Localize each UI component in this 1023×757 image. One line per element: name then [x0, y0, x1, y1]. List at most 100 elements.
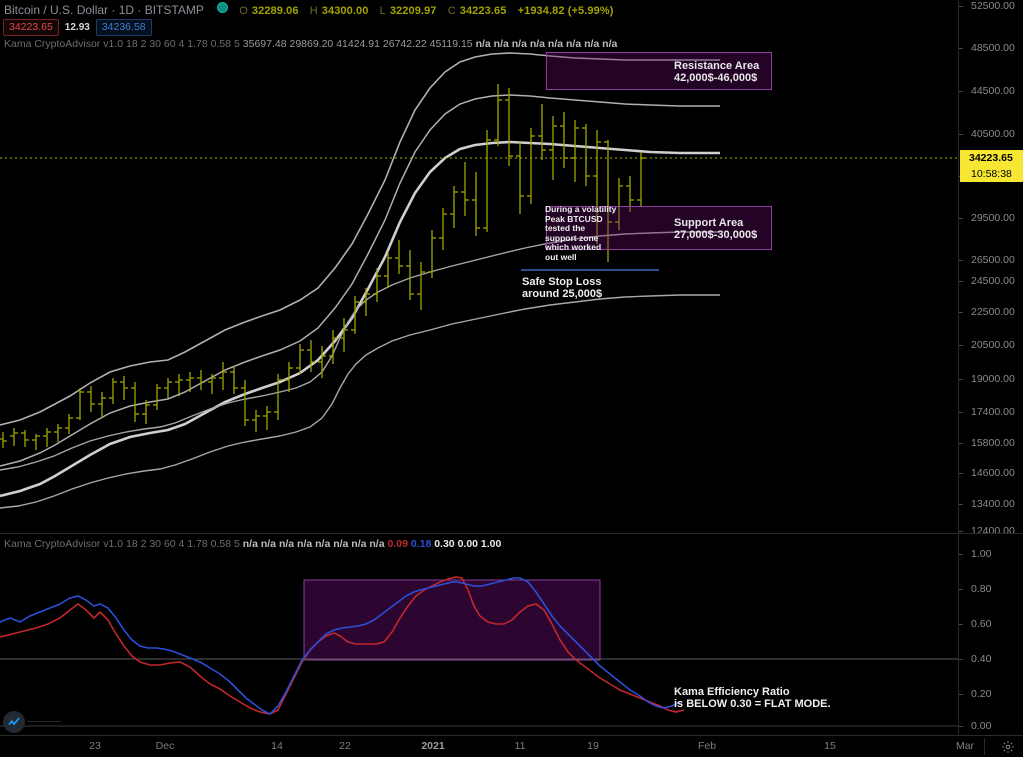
- time-axis-label: 11: [514, 740, 526, 752]
- current-price-tag: 34223.65: [960, 150, 1023, 166]
- lower-value-threshold: 0.30: [434, 538, 455, 550]
- band-lower-outer: [0, 294, 720, 509]
- kama-er-fast: [0, 576, 685, 715]
- tradingview-logo[interactable]: [3, 711, 25, 733]
- time-axis-label: Feb: [697, 740, 717, 752]
- ohlc-close-label: C: [447, 5, 456, 17]
- price-chart-svg: [0, 52, 958, 509]
- volatility-note[interactable]: During a volatility Peak BTCUSD tested t…: [545, 204, 617, 262]
- price-axis-tick: [959, 260, 963, 261]
- spread-value: 12.93: [64, 22, 90, 33]
- time-axis-label: 2021: [421, 740, 445, 752]
- price-axis-tick: [959, 218, 963, 219]
- price-axis-tick: [959, 531, 963, 532]
- main-legend[interactable]: Bitcoin / U.S. Dollar · 1D · BITSTAMP O 3…: [4, 2, 617, 18]
- price-axis-label: 15800.00: [971, 437, 1015, 449]
- support-zone-range: 27,000$-30,000$: [674, 229, 758, 241]
- time-axis-label: Mar: [955, 740, 975, 752]
- symbol-title[interactable]: Bitcoin / U.S. Dollar · 1D · BITSTAMP: [4, 3, 204, 17]
- resistance-zone[interactable]: [546, 52, 772, 90]
- lower-value-max: 1.00: [480, 538, 502, 550]
- pane-divider-axis: [959, 533, 1023, 534]
- ohlc-low-value: 32209.97: [389, 5, 437, 17]
- price-axis-tick: [959, 281, 963, 282]
- price-axis-label: 44500.00: [971, 85, 1015, 97]
- price-axis-label: 40500.00: [971, 128, 1015, 140]
- main-indicator-legend[interactable]: Kama CryptoAdvisor v1.0 18 2 30 60 4 1.7…: [4, 38, 617, 51]
- stop-loss-label-line2: around 25,000$: [522, 288, 603, 300]
- support-zone[interactable]: [546, 206, 772, 250]
- lower-indicator-params: 18 2 30 60 4 1.78 0.58 5: [125, 538, 240, 550]
- price-axis-tick: [959, 91, 963, 92]
- efficiency-axis-tick: [959, 726, 963, 727]
- logo-underline: [27, 721, 61, 722]
- price-axis-tick: [959, 379, 963, 380]
- tradingview-glyph-icon: [8, 717, 20, 726]
- efficiency-axis-tick: [959, 624, 963, 625]
- price-axis-tick: [959, 504, 963, 505]
- ask-badge[interactable]: 34236.58: [95, 19, 152, 36]
- efficiency-axis-label: 0.20: [971, 688, 992, 700]
- bid-badge[interactable]: 34223.65: [3, 19, 59, 36]
- price-axis-label: 26500.00: [971, 254, 1015, 266]
- ohlc-open-label: O: [239, 5, 248, 17]
- price-axis-label: 52500.00: [971, 0, 1015, 12]
- time-axis-label: 14: [271, 740, 283, 752]
- price-axis-tick: [959, 473, 963, 474]
- band-mid-line: [0, 140, 720, 498]
- ohlc-close-value: 34223.65: [459, 5, 507, 17]
- lower-value-slow: 0.18: [410, 538, 432, 550]
- pane-divider-top: [0, 533, 958, 534]
- time-axis-label: 19: [587, 740, 599, 752]
- time-axis[interactable]: 23 Dec 14 22 2021 11 19 Feb 15 Mar: [0, 735, 1023, 757]
- efficiency-axis-label: 1.00: [971, 548, 992, 560]
- time-axis-label: Dec: [155, 740, 175, 752]
- efficiency-axis-label: 0.60: [971, 618, 992, 630]
- price-axis-label: 13400.00: [971, 498, 1015, 510]
- indicator-values: 35697.48 29869.20 41424.91 26742.22 4511…: [242, 38, 473, 50]
- price-badges: 34223.65 12.93 34236.58: [3, 19, 152, 36]
- ohlc-low-label: L: [379, 5, 386, 17]
- price-axis-label: 22500.00: [971, 306, 1015, 318]
- stop-loss-line[interactable]: [521, 269, 659, 271]
- efficiency-note-line1: Kama Efficiency Ratio: [674, 686, 790, 698]
- time-axis-label: 15: [824, 740, 836, 752]
- price-axis-label: 20500.00: [971, 339, 1015, 351]
- lower-indicator-legend[interactable]: Kama CryptoAdvisor v1.0 18 2 30 60 4 1.7…: [4, 538, 501, 550]
- bar-countdown-tag: 10:58:38: [960, 166, 1023, 182]
- ohlc-high-label: H: [309, 5, 318, 17]
- resistance-zone-title: Resistance Area: [674, 60, 760, 72]
- ohlc-high-value: 34300.00: [321, 5, 369, 17]
- price-axis-tick: [959, 6, 963, 7]
- price-axis-label: 12400.00: [971, 525, 1015, 537]
- efficiency-axis-tick: [959, 694, 963, 695]
- price-axis-tick: [959, 412, 963, 413]
- efficiency-axis-tick: [959, 554, 963, 555]
- resistance-zone-range: 42,000$-46,000$: [674, 72, 758, 84]
- lower-value-fast: 0.09: [387, 538, 408, 550]
- efficiency-chart-svg: [0, 576, 958, 727]
- price-axis-label: 48500.00: [971, 42, 1015, 54]
- indicator-params: 18 2 30 60 4 1.78 0.58 5: [125, 38, 240, 50]
- efficiency-axis-tick: [959, 659, 963, 660]
- price-axis-tick: [959, 345, 963, 346]
- ohlc-change: +1934.82 (+5.99%): [517, 5, 614, 17]
- efficiency-axis-label: 0.40: [971, 653, 992, 665]
- price-axis[interactable]: 52500.0048500.0044500.0040500.0036500.00…: [958, 0, 1023, 735]
- lower-indicator-name[interactable]: Kama CryptoAdvisor v1.0: [4, 538, 124, 550]
- efficiency-axis-tick: [959, 589, 963, 590]
- price-axis-label: 17400.00: [971, 406, 1015, 418]
- price-axis-label: 24500.00: [971, 275, 1015, 287]
- time-axis-label: 22: [339, 740, 351, 752]
- flat-mode-zone: [303, 579, 601, 661]
- support-zone-title: Support Area: [674, 217, 744, 229]
- efficiency-axis-label: 0.80: [971, 583, 992, 595]
- indicator-na-values: n/a n/a n/a n/a n/a n/a n/a n/a: [475, 38, 618, 50]
- gear-icon[interactable]: [1001, 740, 1015, 754]
- price-axis-tick: [959, 312, 963, 313]
- band-lower-inner: [0, 231, 720, 471]
- efficiency-ratio-pane[interactable]: Kama Efficiency Ratio is BELOW 0.30 = FL…: [0, 534, 958, 735]
- indicator-name[interactable]: Kama CryptoAdvisor v1.0: [4, 38, 124, 50]
- price-pane[interactable]: Resistance Area 42,000$-46,000$ Support …: [0, 0, 958, 533]
